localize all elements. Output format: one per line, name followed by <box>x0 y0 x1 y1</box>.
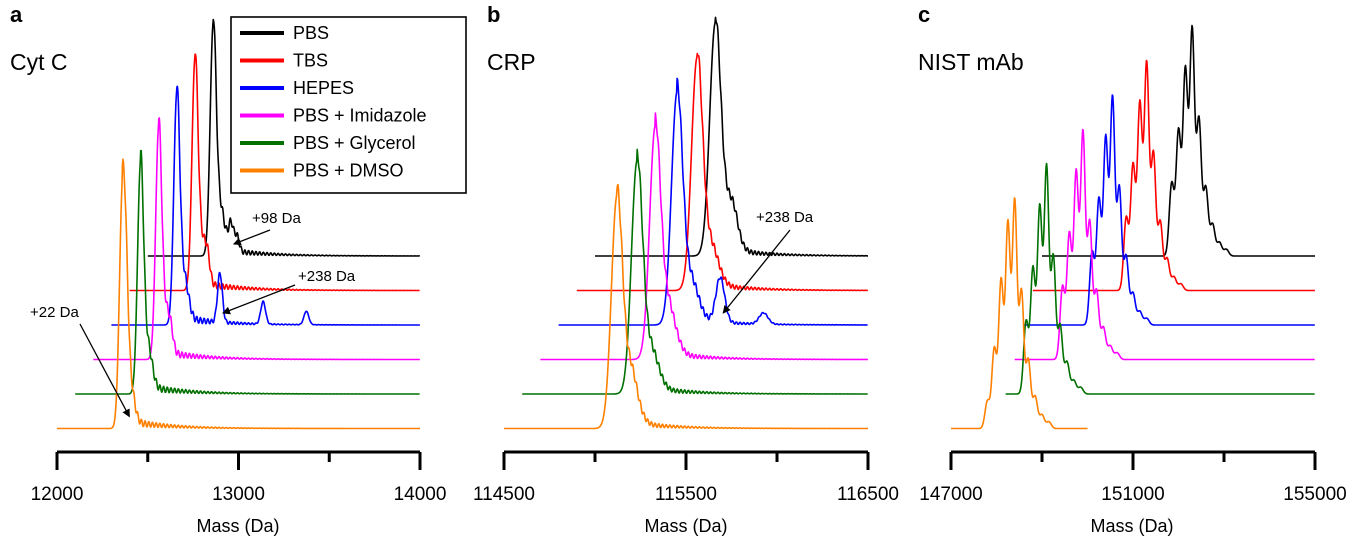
trace-pbs-imidazole <box>1014 128 1315 361</box>
x-tick-label: 12000 <box>31 484 84 505</box>
annotation-label: +22 Da <box>30 304 79 321</box>
legend-label: HEPES <box>293 78 354 98</box>
annotations-a: +98 Da +238 Da +22 Da <box>30 210 356 418</box>
trace-pbs-dmso <box>56 158 421 430</box>
trace-tbs <box>576 52 869 292</box>
panel-label-c: c <box>918 2 930 27</box>
x-tick-label: 14000 <box>394 484 447 505</box>
trace-hepes <box>111 85 421 326</box>
legend-label: PBS + Glycerol <box>293 133 416 153</box>
x-tick-label: 147000 <box>919 484 982 505</box>
annotation-label: +98 Da <box>252 210 301 227</box>
legend-items: PBS TBS HEPES PBS + Imidazole PBS + Glycerol… <box>240 23 427 181</box>
trace-hepes <box>1023 94 1316 326</box>
annotation-arrow <box>79 323 130 418</box>
trace-pbs <box>147 18 421 257</box>
x-axis-label-a: Mass (Da) <box>196 516 279 536</box>
panel-b: b CRP +238 Da 114500 115500 116500 Mass (D… <box>473 2 899 536</box>
x-axis-c: 147000 151000 155000 <box>919 450 1347 505</box>
trace-pbs <box>1041 24 1316 257</box>
x-axis-a: 12000 13000 14000 <box>31 450 447 505</box>
panel-title-nist-mab: NIST mAb <box>918 49 1024 75</box>
panel-label-b: b <box>487 2 500 27</box>
legend-label: PBS <box>293 23 329 43</box>
annotation-label: +238 Da <box>756 209 814 226</box>
traces-b <box>503 16 869 430</box>
x-tick-label: 151000 <box>1101 484 1164 505</box>
annotation-arrow <box>722 229 791 314</box>
x-tick-label: 155000 <box>1283 484 1346 505</box>
annotation-label: +238 Da <box>298 268 356 285</box>
x-axis-label-c: Mass (Da) <box>1090 516 1173 536</box>
x-tick-label: 114500 <box>473 484 535 505</box>
x-axis-b: 114500 115500 116500 <box>473 450 899 505</box>
legend: PBS TBS HEPES PBS + Imidazole PBS + Glycerol… <box>230 16 467 194</box>
trace-pbs-imidazole <box>93 117 421 361</box>
panel-a: a Cyt C +98 Da +238 Da +22 Da 12000 13000 14… <box>10 2 446 536</box>
traces-c <box>950 24 1316 430</box>
trace-tbs <box>1032 59 1316 292</box>
legend-label: TBS <box>293 51 328 71</box>
trace-pbs-dmso <box>503 183 869 430</box>
annotations-b: +238 Da <box>722 209 814 314</box>
trace-pbs-glycerol <box>1005 162 1315 395</box>
trace-pbs-imidazole <box>540 112 869 361</box>
legend-box <box>230 16 467 194</box>
x-tick-label: 13000 <box>212 484 265 505</box>
panel-c: c NIST mAb 147000 151000 155000 Mass (Da) <box>918 2 1347 536</box>
legend-label: PBS + DMSO <box>293 161 404 181</box>
panel-title-cyt-c: Cyt C <box>10 49 68 75</box>
trace-pbs-glycerol <box>521 148 868 395</box>
panel-title-crp: CRP <box>487 49 536 75</box>
panel-label-a: a <box>10 2 23 27</box>
x-tick-label: 115500 <box>655 484 717 505</box>
trace-hepes <box>558 77 868 326</box>
trace-pbs <box>594 16 869 257</box>
trace-pbs-dmso <box>950 197 1088 430</box>
x-tick-label: 116500 <box>837 484 899 505</box>
traces-a <box>56 18 421 430</box>
annotation-arrow <box>232 229 271 246</box>
x-axis-label-b: Mass (Da) <box>644 516 727 536</box>
annotation-arrow <box>222 284 296 315</box>
legend-label: PBS + Imidazole <box>293 106 427 126</box>
trace-tbs <box>129 53 420 292</box>
